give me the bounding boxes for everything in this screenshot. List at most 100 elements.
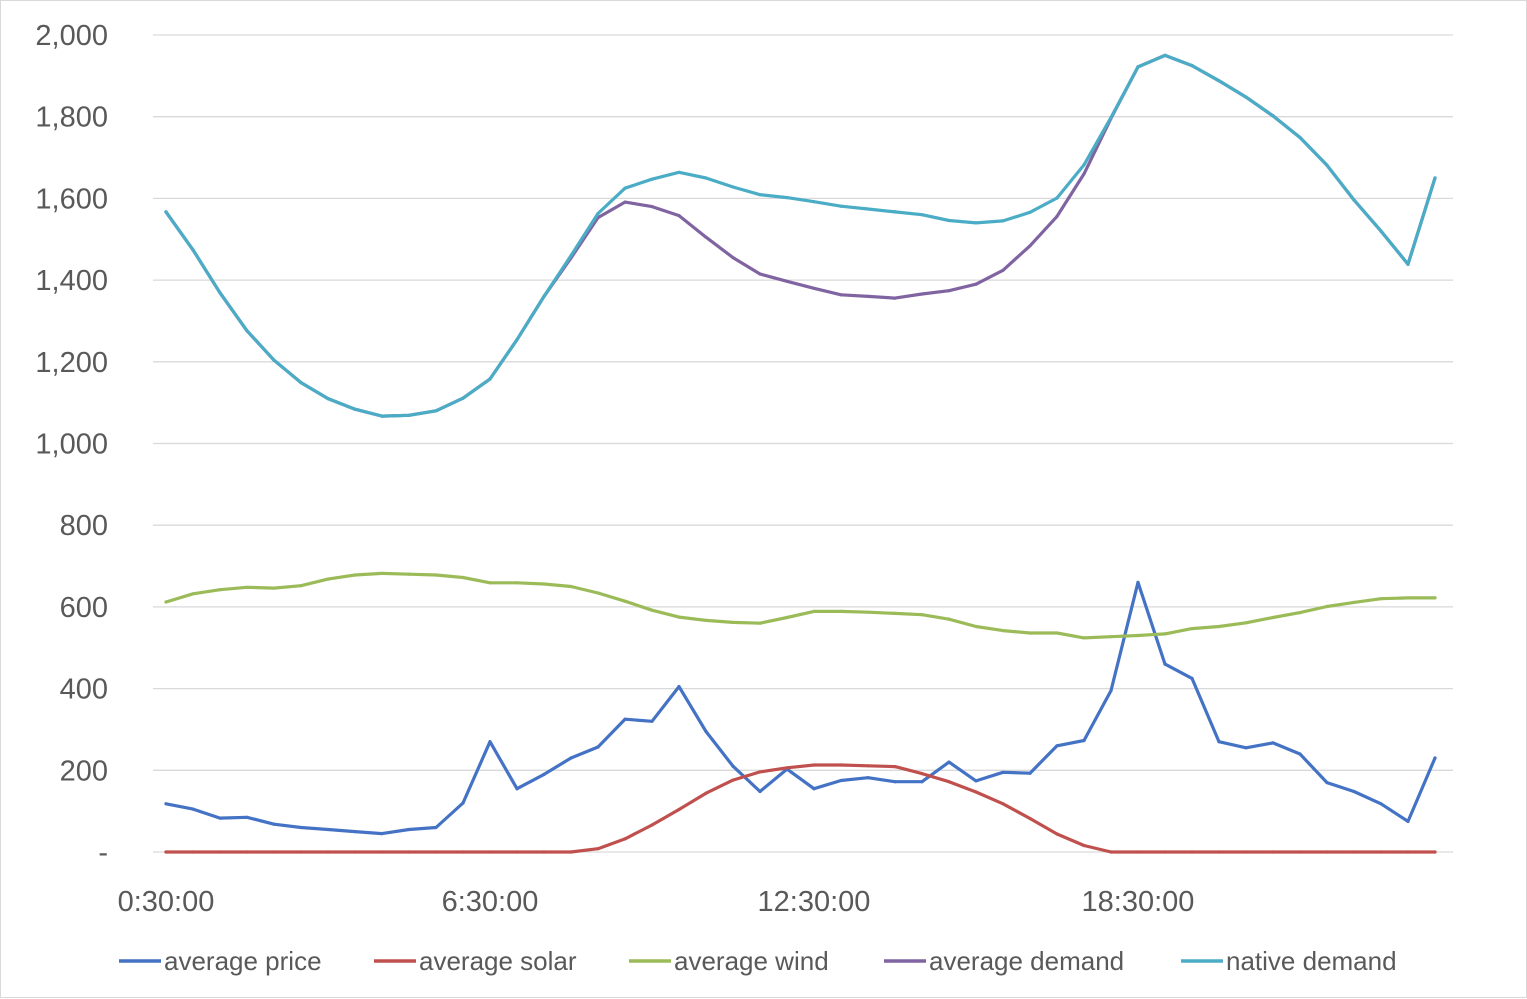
data-point: [380, 832, 384, 836]
data-point: [785, 196, 789, 200]
data-point: [1217, 624, 1221, 629]
data-point: [758, 272, 762, 276]
data-point: [947, 617, 951, 621]
legend-item: average demand: [884, 946, 1124, 976]
data-point: [1190, 64, 1194, 68]
data-point: [191, 592, 195, 596]
data-point: [191, 807, 195, 811]
data-point: [1325, 163, 1329, 167]
data-point: [623, 186, 627, 190]
data-point: [1433, 596, 1437, 600]
data-point: [1352, 789, 1356, 794]
data-point: [380, 414, 384, 418]
data-point: [596, 591, 600, 595]
data-point: [1136, 65, 1140, 69]
data-point: [1433, 850, 1437, 854]
data-point: [1217, 740, 1221, 744]
data-point: [164, 210, 168, 214]
data-point: [947, 218, 951, 223]
data-point: [164, 850, 168, 854]
data-point: [1028, 210, 1032, 214]
data-point: [704, 176, 708, 180]
y-tick-label: 1,800: [35, 102, 108, 134]
data-point: [1217, 850, 1221, 854]
data-point: [839, 204, 843, 208]
data-point: [1109, 635, 1113, 639]
data-point: [677, 807, 681, 812]
data-point: [515, 787, 519, 791]
data-point: [434, 825, 438, 830]
data-point: [839, 293, 843, 297]
data-point: [1190, 627, 1194, 631]
data-point: [893, 780, 897, 784]
data-point: [623, 717, 627, 721]
data-point: [488, 377, 492, 381]
y-tick-label: 1,600: [35, 183, 108, 215]
series-average-demand: [164, 53, 1437, 418]
data-point: [677, 615, 681, 619]
data-point: [1433, 756, 1437, 760]
legend-item: average wind: [629, 946, 829, 976]
data-point: [731, 778, 735, 782]
data-point: [677, 170, 681, 174]
data-point: [1406, 819, 1410, 824]
data-point: [407, 413, 411, 417]
y-tick-label: 1,000: [35, 429, 108, 461]
data-point: [596, 847, 600, 851]
data-point: [218, 816, 222, 820]
data-point: [326, 850, 330, 854]
series-line: [164, 763, 1437, 854]
data-point: [650, 823, 654, 827]
data-point: [272, 850, 276, 854]
data-point: [1001, 629, 1005, 633]
data-point: [488, 581, 492, 585]
data-point: [245, 850, 249, 854]
legend-label: average solar: [419, 946, 577, 976]
data-point: [1055, 744, 1059, 748]
data-point: [434, 850, 438, 854]
legend-label: average demand: [929, 946, 1124, 976]
data-point: [461, 801, 465, 805]
data-point: [1109, 689, 1113, 693]
data-point: [542, 772, 546, 777]
data-point: [1028, 631, 1032, 635]
data-point: [1325, 781, 1329, 785]
data-point: [218, 588, 222, 592]
y-axis-tick-labels: - 200 400 600 800 1,000 1,200 1,400 1,600 1,800 2,…: [35, 20, 108, 869]
data-point: [488, 850, 492, 854]
legend-label: average price: [164, 946, 322, 976]
data-point: [677, 214, 681, 218]
data-point: [1325, 604, 1329, 609]
data-point: [299, 850, 303, 854]
data-point: [1352, 850, 1356, 854]
data-point: [218, 850, 222, 854]
data-point: [218, 291, 222, 295]
data-point: [866, 207, 870, 211]
data-point: [1001, 770, 1005, 774]
data-point: [650, 205, 654, 209]
data-point: [1055, 196, 1059, 200]
data-point: [974, 624, 978, 629]
data-point: [1298, 850, 1302, 854]
data-point: [569, 584, 573, 589]
data-point: [569, 254, 573, 258]
data-point: [1163, 53, 1167, 58]
data-point: [1190, 676, 1194, 681]
data-point: [1163, 662, 1167, 666]
data-point: [1082, 172, 1086, 176]
data-point: [1136, 580, 1140, 585]
data-point: [758, 770, 762, 774]
data-point: [1136, 633, 1140, 638]
y-tick-label: 1,400: [35, 265, 108, 297]
data-point: [623, 200, 627, 204]
data-point: [1352, 198, 1356, 202]
data-point: [1109, 850, 1113, 854]
data-point: [731, 764, 735, 768]
data-point: [1433, 176, 1437, 180]
data-point: [515, 338, 519, 342]
data-point: [650, 608, 654, 612]
data-point: [920, 780, 924, 784]
data-point: [515, 581, 519, 585]
